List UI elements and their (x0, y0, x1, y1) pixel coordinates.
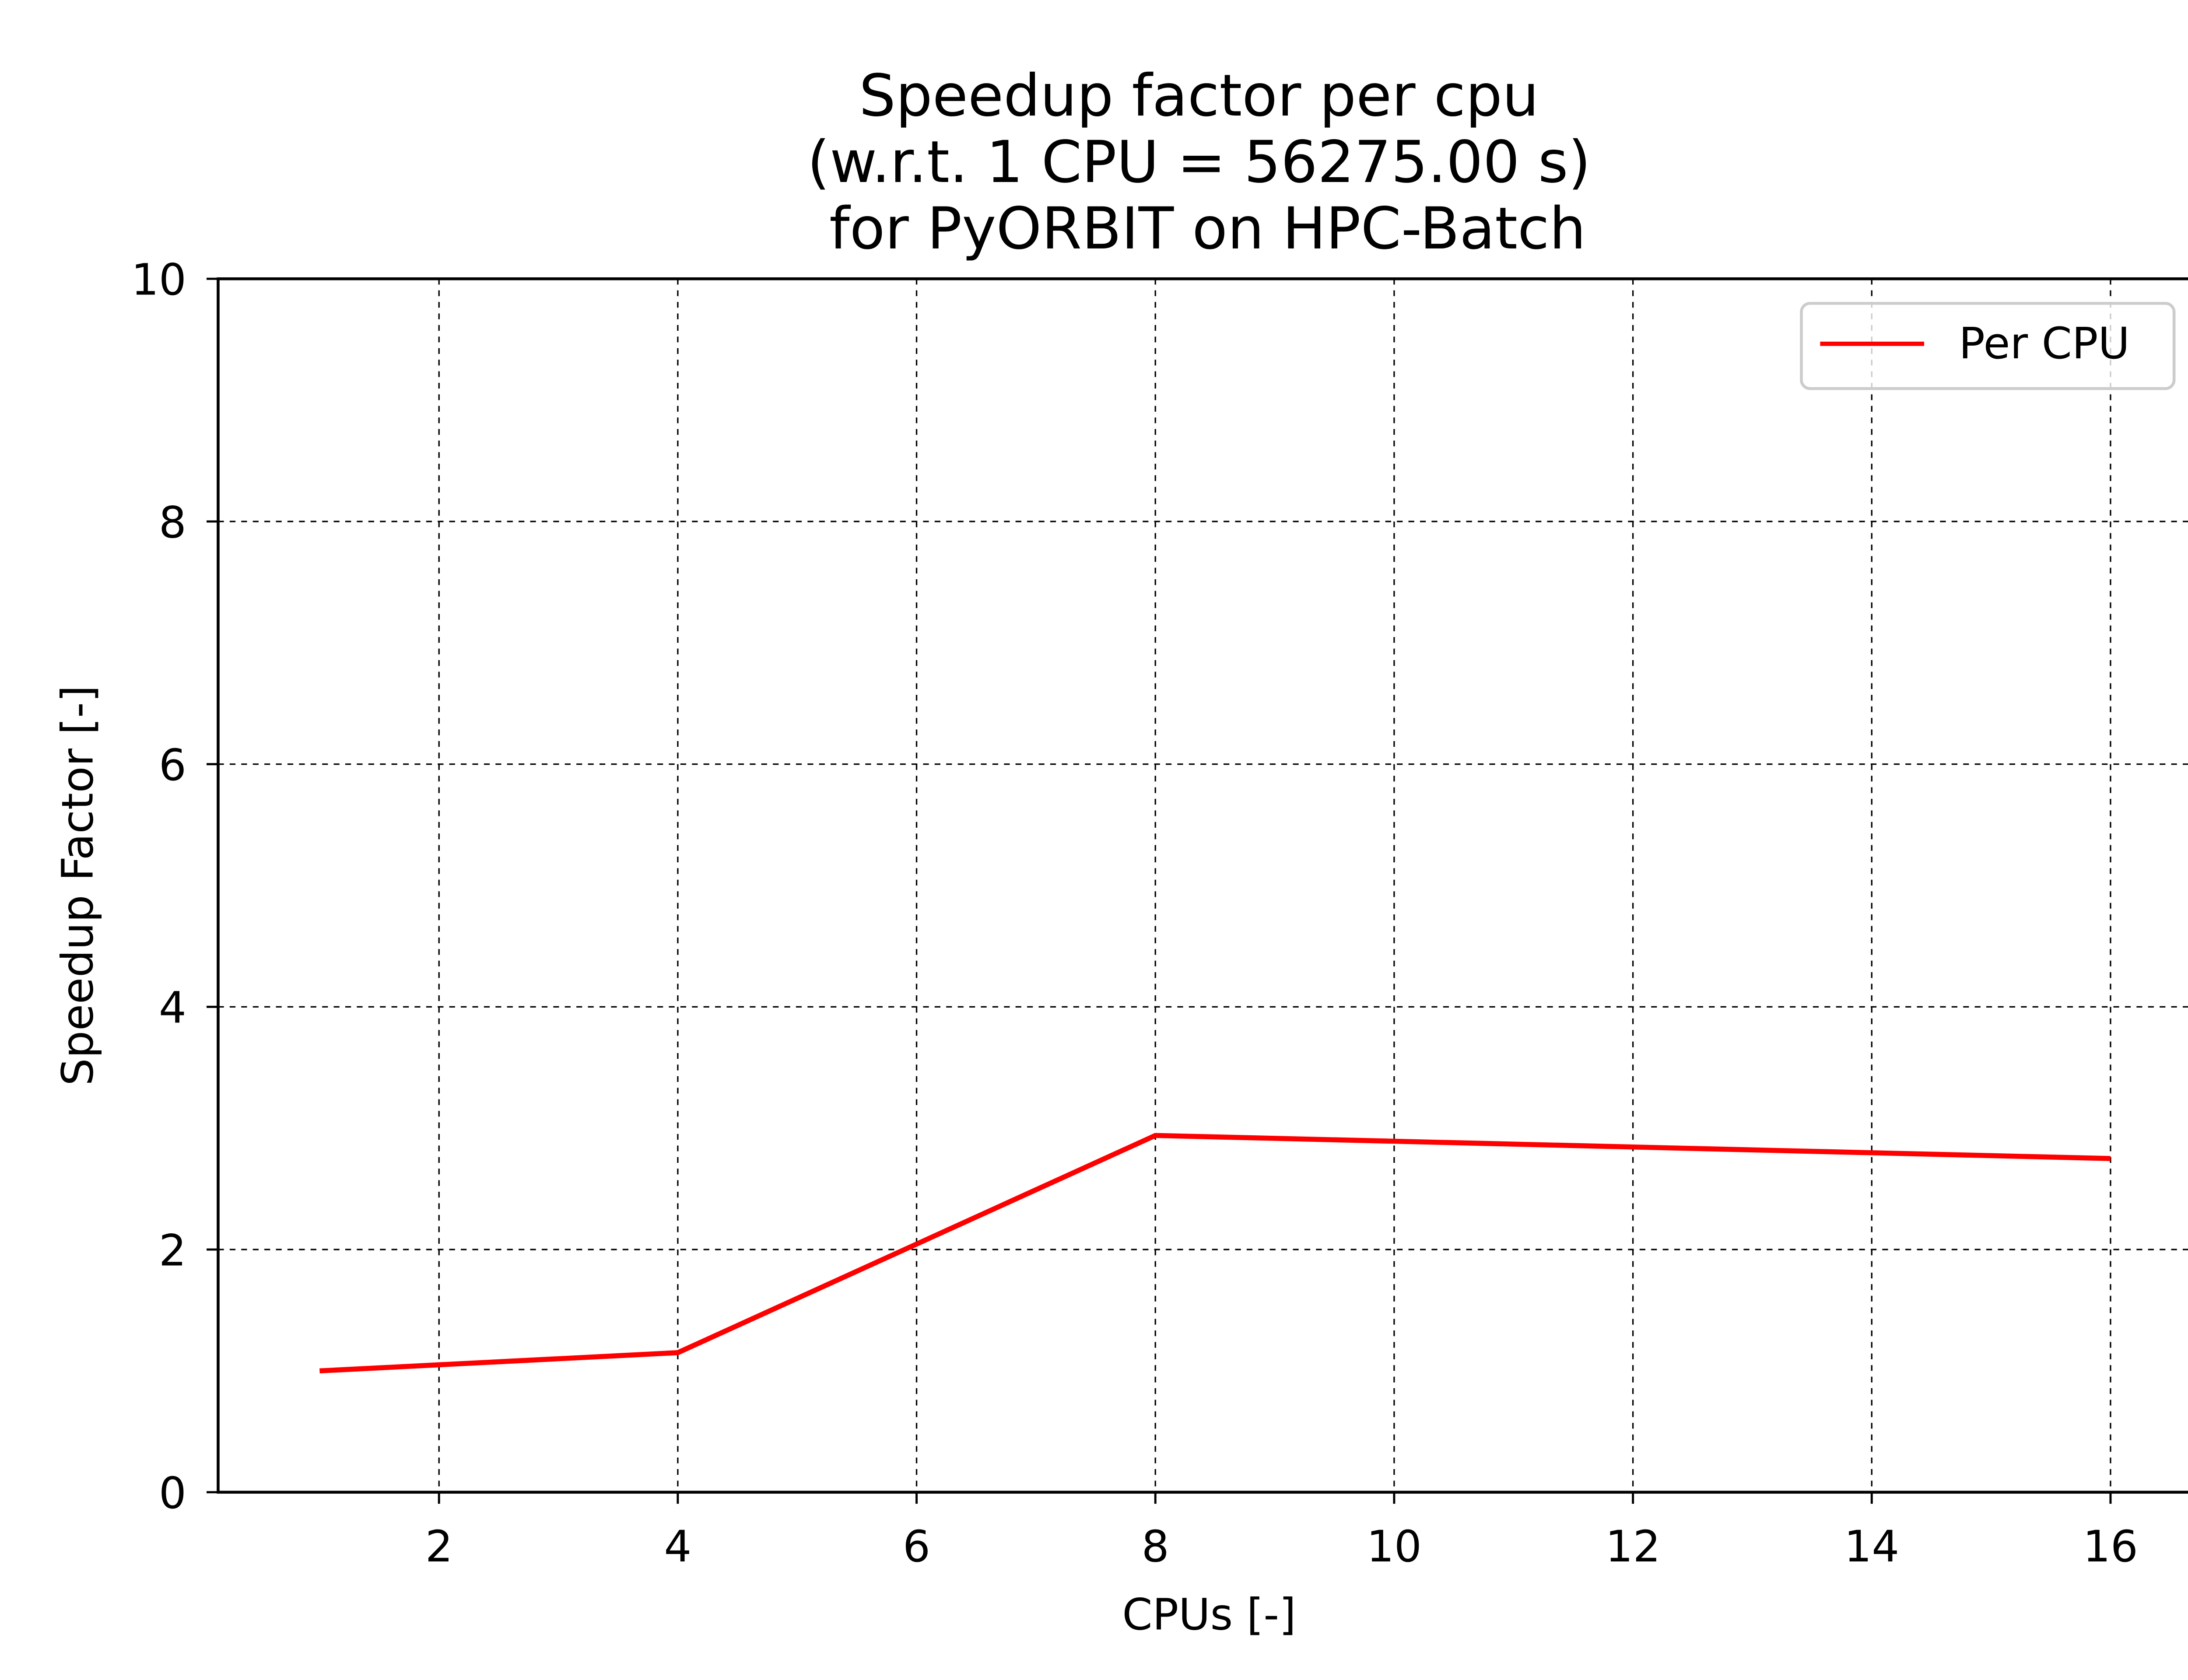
legend-box (1800, 302, 2176, 390)
y-tick-label-6: 6 (159, 740, 186, 791)
x-tick-label-16: 16 (2083, 1522, 2138, 1572)
y-tick-label-10: 10 (131, 255, 186, 305)
y-tick-label-8: 8 (159, 497, 186, 548)
series-line-0 (319, 1133, 2111, 1374)
x-tick-label-4: 4 (664, 1522, 691, 1572)
y-axis-ticks: 0 2 4 6 8 10 (131, 255, 218, 1519)
x-tick-label-8: 8 (1142, 1522, 1169, 1572)
legend-label-per-cpu: Per CPU (1959, 318, 2130, 369)
y-tick-label-0: 0 (159, 1468, 186, 1519)
x-axis-ticks: 2 4 6 8 10 12 14 16 (425, 1492, 2138, 1572)
y-axis-label: Speedup Factor [-] (53, 685, 103, 1085)
chart-title-line-2: (w.r.t. 1 CPU = 56275.00 s) (807, 129, 1591, 196)
x-tick-label-12: 12 (1606, 1522, 1661, 1572)
y-tick-label-4: 4 (159, 983, 186, 1033)
legend: Per CPU (1800, 302, 2176, 390)
chart-title-line-3: for PyORBIT on HPC-Batch (829, 195, 1586, 262)
chart-title: Speedup factor per cpu (w.r.t. 1 CPU = 5… (807, 62, 1591, 262)
series-layer (319, 1133, 2111, 1374)
x-tick-label-2: 2 (425, 1522, 453, 1572)
chart-title-line-1: Speedup factor per cpu (859, 62, 1539, 130)
x-axis-label: CPUs [-] (1122, 1589, 1296, 1640)
x-tick-label-14: 14 (1844, 1522, 1899, 1572)
x-tick-label-10: 10 (1367, 1522, 1422, 1572)
plot-frame (217, 277, 2188, 1494)
y-tick-label-2: 2 (159, 1225, 186, 1276)
x-tick-label-6: 6 (903, 1522, 930, 1572)
